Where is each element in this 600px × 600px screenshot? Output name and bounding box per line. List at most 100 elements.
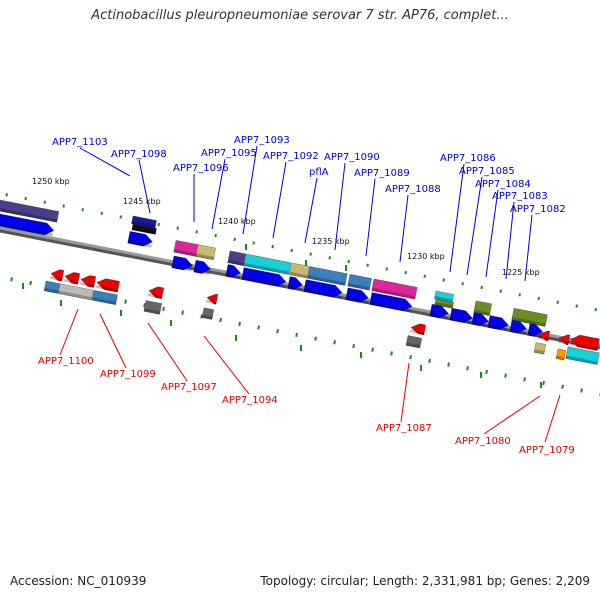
gene-shade: [173, 249, 198, 257]
leader-line-reverse: [483, 395, 541, 435]
gene-shade: [92, 297, 117, 305]
leader-line-forward: [211, 158, 226, 230]
gene-arrow: [410, 323, 426, 336]
gene-label-forward[interactable]: APP7_1093: [234, 135, 290, 146]
gene-box: [511, 308, 548, 327]
gene-label-reverse[interactable]: APP7_1087: [376, 423, 432, 434]
gene-label-reverse[interactable]: APP7_1080: [455, 436, 511, 447]
gene-shade: [369, 301, 412, 313]
gene-feature: [569, 334, 600, 351]
tick-mark: [120, 310, 122, 316]
gene-label-forward[interactable]: APP7_1086: [440, 153, 496, 164]
gene-feature: [131, 223, 157, 235]
gene-label-forward[interactable]: pflA: [309, 167, 329, 178]
gene-shade: [195, 253, 214, 260]
tick-dot: [385, 267, 388, 271]
gene-label-forward[interactable]: APP7_1083: [492, 191, 548, 202]
tick-dot: [537, 296, 540, 301]
gene-feature: [369, 292, 413, 313]
gene-label-reverse[interactable]: APP7_1099: [100, 369, 156, 380]
tick-dot: [238, 321, 241, 326]
gene-shade: [225, 273, 241, 279]
tick-dot: [5, 193, 8, 197]
gene-label-forward[interactable]: APP7_1082: [510, 204, 566, 215]
gene-feature: [558, 334, 570, 346]
gene-label-forward[interactable]: APP7_1095: [201, 148, 257, 159]
leader-line-forward: [138, 159, 151, 214]
gene-shade: [487, 324, 508, 332]
tick-mark: [60, 300, 62, 306]
gene-feature: [243, 253, 292, 275]
gene-label-forward[interactable]: APP7_1092: [263, 151, 319, 162]
tick-dot: [447, 362, 450, 367]
tick-dot: [214, 233, 217, 238]
tick-dot: [328, 256, 331, 260]
gene-label-reverse[interactable]: APP7_1094: [222, 395, 278, 406]
tick-dot: [314, 336, 317, 341]
gene-shade: [509, 328, 526, 335]
kbp-label: 1225 kbp: [502, 268, 540, 277]
gene-label-reverse[interactable]: APP7_1097: [161, 382, 217, 393]
tick-dot: [252, 241, 255, 245]
gene-feature: [201, 307, 214, 320]
gene-feature: [95, 278, 120, 293]
gene-shade: [58, 290, 93, 301]
gene-label-forward[interactable]: APP7_1085: [459, 166, 515, 177]
gene-feature: [57, 283, 94, 301]
kbp-label: 1250 kbp: [32, 177, 70, 186]
gene-label-forward[interactable]: APP7_1088: [385, 184, 441, 195]
gene-feature: [206, 293, 218, 305]
gene-shade: [527, 332, 543, 338]
leader-line-forward: [485, 189, 499, 278]
gene-label-forward[interactable]: APP7_1098: [111, 149, 167, 160]
tick-dot: [556, 300, 559, 304]
tick-mark: [305, 260, 307, 266]
gene-feature: [227, 250, 246, 266]
gene-label-reverse[interactable]: APP7_1079: [519, 445, 575, 456]
tick-dot: [43, 200, 46, 204]
gene-features: [0, 199, 600, 365]
leader-line-forward: [399, 194, 409, 263]
gene-feature: [347, 274, 372, 291]
kbp-label: 1240 kbp: [218, 217, 256, 226]
kbp-label: 1245 kbp: [123, 197, 161, 206]
gene-feature: [533, 342, 546, 355]
gene-shade: [556, 355, 565, 361]
leader-line-reverse: [400, 362, 410, 423]
leader-line-forward: [524, 214, 533, 282]
tick-dot: [485, 369, 488, 375]
gene-arrow: [369, 292, 413, 311]
gene-label-forward[interactable]: APP7_1096: [173, 163, 229, 174]
label-leaders: [59, 145, 561, 443]
tick-dot: [119, 215, 122, 219]
gene-feature: [91, 290, 118, 305]
genome-backbone: [0, 226, 600, 350]
gene-shade: [473, 309, 490, 316]
leader-line-forward: [334, 162, 346, 251]
tick-dot: [352, 343, 355, 349]
tick-dot: [542, 380, 545, 386]
gene-feature: [371, 278, 418, 300]
tick-mark: [480, 372, 482, 378]
gene-label-forward[interactable]: APP7_1084: [475, 179, 531, 190]
gene-arrow: [471, 312, 489, 326]
gene-box: [533, 342, 546, 355]
gene-feature: [410, 323, 426, 336]
genome-summary-text: Topology: circular; Length: 2,331,981 bp…: [260, 574, 590, 588]
gene-box: [91, 290, 118, 305]
tick-mark: [235, 335, 237, 341]
tick-dot: [404, 270, 407, 275]
gene-shade: [287, 285, 303, 292]
gene-label-forward[interactable]: APP7_1103: [52, 137, 108, 148]
accession-text: Accession: NC_010939: [10, 574, 147, 588]
gene-box: [371, 278, 418, 300]
leader-line-forward: [242, 145, 258, 235]
gene-label-forward[interactable]: APP7_1090: [324, 152, 380, 163]
gene-label-reverse[interactable]: APP7_1100: [38, 356, 94, 367]
tick-dot: [390, 351, 393, 356]
tick-dot: [162, 306, 165, 312]
tick-dot: [271, 245, 274, 249]
gene-arrow: [487, 315, 509, 330]
gene-label-forward[interactable]: APP7_1089: [354, 168, 410, 179]
